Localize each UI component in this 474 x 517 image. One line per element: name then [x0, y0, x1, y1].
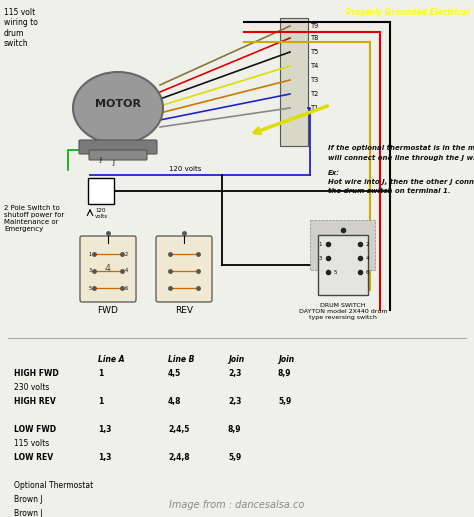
Text: 4: 4 [125, 268, 128, 273]
Text: T9: T9 [311, 23, 319, 29]
Text: MOTOR: MOTOR [95, 99, 141, 109]
Text: 120
volts: 120 volts [94, 208, 108, 219]
Text: 1: 1 [89, 251, 91, 256]
FancyBboxPatch shape [79, 140, 157, 154]
Text: Join: Join [278, 355, 294, 364]
Text: 1: 1 [98, 397, 103, 406]
Text: 8,9: 8,9 [278, 369, 292, 378]
FancyBboxPatch shape [89, 150, 147, 160]
Text: 2,4,5: 2,4,5 [168, 425, 190, 434]
Text: 1,3: 1,3 [98, 453, 111, 462]
Text: 120 volts: 120 volts [169, 166, 201, 172]
Text: 1: 1 [319, 241, 322, 247]
Bar [88, 178, 114, 204]
Text: 2,3: 2,3 [228, 397, 241, 406]
Text: 2,4,8: 2,4,8 [168, 453, 190, 462]
Text: HIGH REV: HIGH REV [14, 397, 56, 406]
Text: 2: 2 [125, 251, 128, 256]
Text: 115 volts: 115 volts [14, 439, 49, 448]
Text: T4: T4 [311, 63, 319, 69]
Text: 2,3: 2,3 [228, 369, 241, 378]
Text: 4: 4 [105, 264, 111, 274]
Text: J: J [112, 160, 114, 166]
Text: 5,9: 5,9 [278, 397, 291, 406]
Text: 5: 5 [334, 269, 337, 275]
Text: DRUM SWITCH
DAYTON model 2X440 drum
type reversing switch: DRUM SWITCH DAYTON model 2X440 drum type… [299, 303, 387, 320]
Text: Brown J: Brown J [14, 495, 43, 504]
Text: J: J [99, 157, 101, 163]
Text: Properly Grounded Electrical: Properly Grounded Electrical [346, 8, 470, 17]
Text: the drum switch on terminal 1.: the drum switch on terminal 1. [328, 188, 450, 194]
Text: 2: 2 [366, 241, 370, 247]
Text: Hot wire into J, then the other J connects to: Hot wire into J, then the other J connec… [328, 179, 474, 185]
Text: T8: T8 [311, 35, 319, 41]
Text: Brown J: Brown J [14, 509, 43, 517]
Text: LOW FWD: LOW FWD [14, 425, 56, 434]
Text: T3: T3 [311, 77, 319, 83]
Text: 6: 6 [366, 269, 370, 275]
Bar [318, 235, 368, 295]
Text: FWD: FWD [98, 306, 118, 315]
Text: HIGH FWD: HIGH FWD [14, 369, 59, 378]
Text: T2: T2 [311, 91, 319, 97]
Text: Join: Join [228, 355, 244, 364]
Text: 6: 6 [125, 285, 128, 291]
Text: Image from : dancesalsa.co: Image from : dancesalsa.co [169, 500, 305, 510]
Text: 3: 3 [89, 268, 91, 273]
Text: T5: T5 [311, 49, 319, 55]
Text: 4,5: 4,5 [168, 369, 181, 378]
Text: 5: 5 [89, 285, 91, 291]
Text: 8,9: 8,9 [228, 425, 241, 434]
Text: 5,9: 5,9 [228, 453, 241, 462]
Text: LOW REV: LOW REV [14, 453, 53, 462]
Ellipse shape [73, 72, 163, 144]
Text: 1: 1 [98, 369, 103, 378]
Text: 1,3: 1,3 [98, 425, 111, 434]
Text: 2 Pole Switch to
shutoff power for
Maintenance or
Emergency: 2 Pole Switch to shutoff power for Maint… [4, 205, 64, 232]
Text: If the optional thermostat is in the motor, you: If the optional thermostat is in the mot… [328, 145, 474, 151]
Bar [280, 18, 308, 146]
Text: 4,8: 4,8 [168, 397, 182, 406]
Text: Line A: Line A [98, 355, 125, 364]
Bar [310, 220, 375, 270]
Text: 115 volt
wiring to
drum
switch: 115 volt wiring to drum switch [4, 8, 38, 48]
Text: Ex:: Ex: [328, 170, 340, 176]
Text: Line B: Line B [168, 355, 194, 364]
FancyBboxPatch shape [80, 236, 136, 302]
Text: REV: REV [175, 306, 193, 315]
Text: will connect one line through the J wires.: will connect one line through the J wire… [328, 155, 474, 161]
Text: 4: 4 [366, 255, 370, 261]
Text: T1: T1 [311, 105, 319, 111]
FancyBboxPatch shape [156, 236, 212, 302]
Text: Optional Thermostat: Optional Thermostat [14, 481, 93, 490]
Text: 3: 3 [319, 255, 322, 261]
Text: 230 volts: 230 volts [14, 383, 49, 392]
